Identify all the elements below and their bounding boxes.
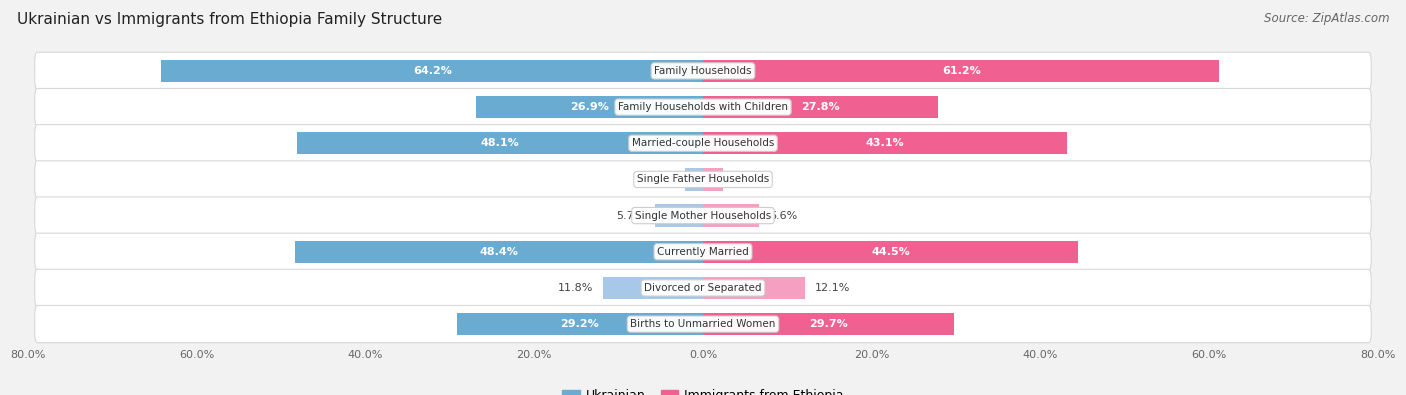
Text: Currently Married: Currently Married	[657, 247, 749, 257]
Text: 2.4%: 2.4%	[734, 175, 762, 184]
FancyBboxPatch shape	[35, 197, 1371, 234]
FancyBboxPatch shape	[35, 305, 1371, 343]
Bar	[703, 60, 1219, 82]
Text: Births to Unmarried Women: Births to Unmarried Women	[630, 319, 776, 329]
Text: Family Households: Family Households	[654, 66, 752, 76]
Bar	[685, 168, 703, 191]
Bar	[703, 168, 723, 191]
FancyBboxPatch shape	[35, 269, 1371, 307]
Bar	[295, 241, 703, 263]
FancyBboxPatch shape	[35, 124, 1371, 162]
Bar	[297, 132, 703, 154]
Text: 26.9%: 26.9%	[569, 102, 609, 112]
Text: 2.1%: 2.1%	[647, 175, 675, 184]
Bar	[703, 204, 759, 227]
Bar	[477, 96, 703, 118]
Text: 48.4%: 48.4%	[479, 247, 519, 257]
Bar	[655, 204, 703, 227]
Text: Family Households with Children: Family Households with Children	[619, 102, 787, 112]
Text: Ukrainian vs Immigrants from Ethiopia Family Structure: Ukrainian vs Immigrants from Ethiopia Fa…	[17, 12, 441, 27]
Legend: Ukrainian, Immigrants from Ethiopia: Ukrainian, Immigrants from Ethiopia	[557, 384, 849, 395]
Text: Married-couple Households: Married-couple Households	[631, 138, 775, 148]
Text: Source: ZipAtlas.com: Source: ZipAtlas.com	[1264, 12, 1389, 25]
Text: 11.8%: 11.8%	[558, 283, 593, 293]
Text: 6.6%: 6.6%	[769, 211, 797, 220]
FancyBboxPatch shape	[35, 233, 1371, 271]
Text: 61.2%: 61.2%	[942, 66, 980, 76]
Text: Divorced or Separated: Divorced or Separated	[644, 283, 762, 293]
Bar	[162, 60, 703, 82]
Bar	[603, 277, 703, 299]
Text: 44.5%: 44.5%	[872, 247, 910, 257]
Text: 29.7%: 29.7%	[808, 319, 848, 329]
Bar	[703, 132, 1067, 154]
Text: 27.8%: 27.8%	[801, 102, 839, 112]
Text: 29.2%: 29.2%	[561, 319, 599, 329]
Text: 48.1%: 48.1%	[481, 138, 519, 148]
Bar	[703, 96, 938, 118]
Text: 12.1%: 12.1%	[815, 283, 851, 293]
Text: Single Mother Households: Single Mother Households	[636, 211, 770, 220]
FancyBboxPatch shape	[35, 88, 1371, 126]
Text: 43.1%: 43.1%	[866, 138, 904, 148]
Bar	[457, 313, 703, 335]
Text: 64.2%: 64.2%	[413, 66, 451, 76]
Bar	[703, 313, 953, 335]
Text: Single Father Households: Single Father Households	[637, 175, 769, 184]
FancyBboxPatch shape	[35, 52, 1371, 90]
Bar	[703, 241, 1078, 263]
Text: 5.7%: 5.7%	[616, 211, 645, 220]
Bar	[703, 277, 806, 299]
FancyBboxPatch shape	[35, 161, 1371, 198]
